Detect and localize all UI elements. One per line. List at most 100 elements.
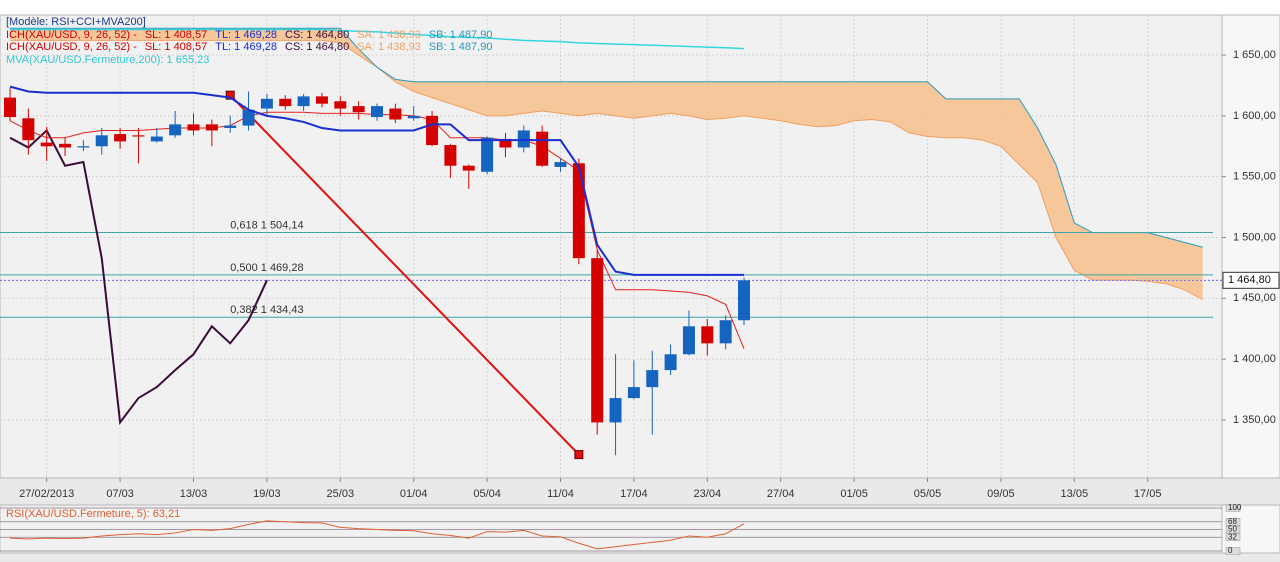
- legend-item: SB: 1 487,90: [428, 41, 493, 53]
- x-tick-label: 17/05: [1134, 488, 1162, 500]
- senkou-a-line: [10, 39, 1203, 300]
- candle-body: [738, 280, 750, 321]
- rsi-tick-label: 100: [1228, 503, 1242, 512]
- rsi-tick-label: 50: [1228, 525, 1237, 534]
- candle-body: [499, 138, 512, 148]
- rsi-tick-box: [1225, 533, 1241, 541]
- legend-item: ICH(XAU/USD, 9, 26, 52) -: [6, 41, 137, 53]
- candle-body: [352, 106, 365, 113]
- legend-item: TL: 1 469,28: [215, 41, 277, 53]
- x-tick-label: 01/04: [400, 488, 428, 500]
- candle-body: [407, 115, 420, 119]
- candle-body: [59, 143, 72, 148]
- candle-body: [95, 135, 108, 147]
- candle-body: [646, 370, 659, 388]
- candle-body: [169, 124, 182, 136]
- cloud-fill: [10, 28, 1203, 300]
- y-tick-label: 1 550,00: [1233, 171, 1276, 183]
- fib-level-label: 0,618 1 504,14: [230, 219, 303, 231]
- x-tick-label: 11/04: [547, 488, 574, 500]
- last-price-box: [1222, 271, 1280, 289]
- rsi-title: RSI(XAU/USD.Fermeture, 5): 63,21: [6, 508, 180, 520]
- legend-item: CS: 1 464,80: [285, 41, 350, 53]
- chikou-line: [9, 128, 268, 426]
- x-tick-label: 09/05: [987, 488, 1015, 500]
- legend-item: SA: 1 438,93: [357, 28, 421, 41]
- fib-level-label: 0,382 1 434,43: [230, 304, 303, 316]
- fib-anchor: [574, 450, 584, 460]
- x-tick-label: 25/03: [327, 488, 355, 500]
- candle-body: [187, 124, 200, 131]
- legend-item: SB: 1 487,90: [428, 28, 493, 41]
- candle-body: [114, 134, 127, 142]
- senkou-b-line: [10, 27, 1203, 248]
- x-tick-label: 07/03: [106, 488, 134, 500]
- legend-item: SA: 1 438,93: [357, 41, 421, 53]
- legend-item: CS: 1 464,80: [285, 28, 350, 41]
- candle-body: [150, 136, 163, 142]
- candle-body: [260, 98, 273, 109]
- x-tick-label: 27/04: [767, 488, 795, 500]
- rsi-tick-box: [1225, 518, 1241, 526]
- candle-body: [536, 131, 549, 166]
- candle-body: [591, 258, 604, 423]
- tenkan-line: [9, 85, 744, 276]
- fib-trendline: [229, 94, 580, 456]
- fib-level-label: 0,500 1 469,28: [230, 262, 303, 274]
- candle-body: [297, 96, 310, 107]
- candle-body: [517, 130, 530, 148]
- candle-body: [627, 387, 640, 399]
- x-tick-label: 05/05: [914, 488, 942, 500]
- y-tick-label: 1 600,00: [1233, 110, 1276, 122]
- legend-row: ICH(XAU/USD, 9, 26, 52) - SL: 1 408,57 TL:…: [6, 29, 500, 42]
- legend-item: ICH(XAU/USD, 9, 26, 52) -: [6, 28, 137, 41]
- chart-title: [Modèle: RSI+CCI+MVA200]: [6, 16, 146, 28]
- candle-body: [224, 125, 237, 129]
- candle-body: [389, 108, 402, 120]
- rsi-tick-label: 68: [1228, 517, 1237, 526]
- price-scale: [1221, 14, 1280, 479]
- candle-body: [426, 115, 439, 146]
- rsi-panel: [0, 504, 1223, 554]
- candle-body: [444, 145, 457, 166]
- rsi-tick-label: 32: [1228, 532, 1237, 541]
- candle-body: [701, 326, 714, 344]
- candle-body: [22, 118, 35, 141]
- candle-body: [719, 320, 732, 344]
- x-tick-label: 01/05: [840, 488, 868, 500]
- rsi-tick-box: [1225, 504, 1241, 512]
- rsi-tick-box: [1225, 525, 1241, 534]
- candle-body: [462, 165, 475, 171]
- candle-body: [4, 97, 16, 118]
- legend-item: SL: 1 408,57: [144, 28, 208, 41]
- rsi-tick-box: [1225, 547, 1241, 555]
- x-tick-label: 05/04: [473, 488, 501, 500]
- candle-body: [77, 146, 90, 148]
- candle-body: [554, 162, 567, 167]
- rsi-tick-label: 0: [1228, 546, 1233, 555]
- fib-anchor: [225, 90, 235, 100]
- legend-row: [Modèle: RSI+CCI+MVA200]: [6, 16, 500, 29]
- moving-average-line: [10, 28, 745, 50]
- candle-body: [279, 98, 292, 107]
- candle-body: [609, 398, 622, 423]
- candle-body: [315, 96, 328, 104]
- plot: 0,618 1 504,14 0,500 1 469,28 0,382 1 434,…: [0, 15, 1222, 478]
- candle-body: [371, 106, 383, 118]
- y-tick-label: 1 350,00: [1233, 414, 1276, 426]
- x-tick-label: 13/05: [1061, 488, 1089, 500]
- candle-body: [481, 137, 494, 172]
- top-strip: [0, 0, 1280, 15]
- last-price-label: 1 464,80: [1228, 274, 1271, 286]
- candle-body: [334, 101, 347, 109]
- candle-body: [682, 326, 695, 355]
- y-tick-label: 1 450,00: [1233, 292, 1276, 304]
- candle-body: [242, 109, 255, 126]
- legend-item: TL: 1 469,28: [215, 28, 277, 41]
- x-tick-label: 17/04: [620, 488, 648, 500]
- legend-row: ICH(XAU/USD, 9, 26, 52) - SL: 1 408,57 TL:…: [6, 41, 500, 54]
- legend: [Modèle: RSI+CCI+MVA200] ICH(XAU/USD, 9, …: [6, 16, 500, 66]
- candle-body: [664, 354, 677, 371]
- rsi-line: [9, 520, 745, 550]
